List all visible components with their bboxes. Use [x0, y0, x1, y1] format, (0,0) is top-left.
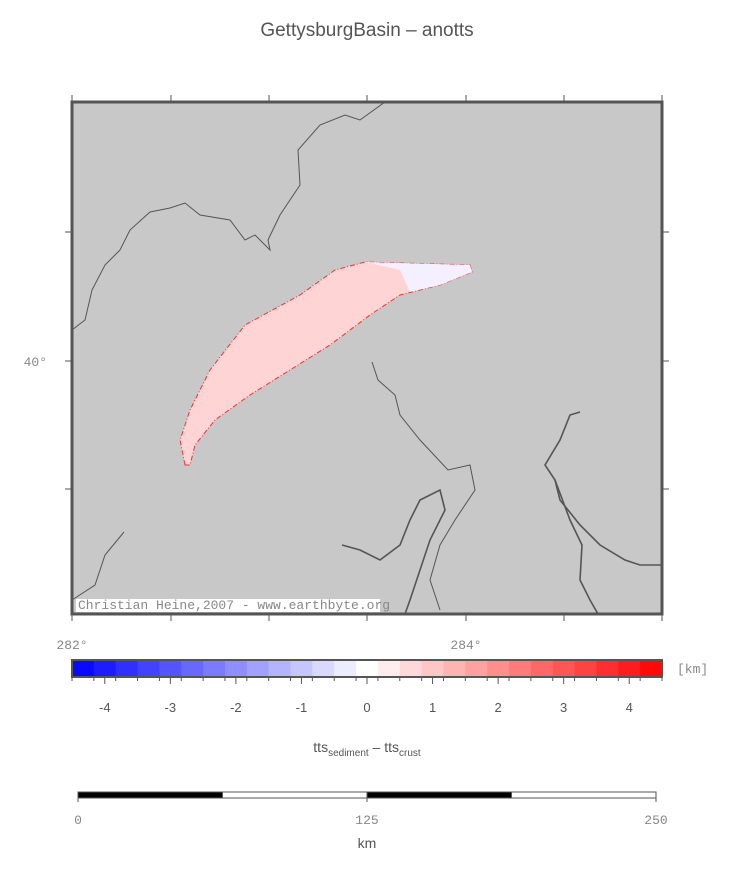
- label-part: tts: [384, 739, 399, 755]
- scalebar: 0 125 250: [74, 791, 668, 828]
- colorbar-step: [421, 660, 444, 677]
- colorbar-step: [399, 660, 423, 677]
- label-part: –: [369, 739, 385, 755]
- colorbar-step: [596, 660, 619, 677]
- label-part: tts: [313, 739, 328, 755]
- colorbar-step: [509, 660, 532, 677]
- colorbar-tick-label: 2: [494, 700, 501, 715]
- colorbar-tick-label: -2: [230, 700, 242, 715]
- scalebar-segment: [366, 791, 512, 799]
- colorbar-step: [181, 660, 204, 677]
- credit-box: [76, 599, 380, 612]
- colorbar-step: [224, 660, 248, 677]
- colorbar-step: [356, 660, 379, 677]
- scalebar-tick-label: 125: [355, 813, 378, 828]
- colorbar-tick-label: 1: [429, 700, 436, 715]
- map-area: [72, 102, 662, 614]
- colorbar-step: [334, 660, 357, 677]
- colorbar-label: ttssediment – ttscrust: [313, 739, 421, 759]
- map: Christian Heine,2007 - www.earthbyte.org…: [24, 95, 669, 653]
- colorbar-tick-label: 0: [363, 700, 370, 715]
- title: GettysburgBasin – anotts: [260, 20, 473, 41]
- colorbar-unit: [km]: [677, 662, 708, 677]
- scalebar-segment: [511, 791, 657, 799]
- colorbar-step: [377, 660, 401, 677]
- colorbar-step: [72, 660, 95, 677]
- colorbar-tick-label: -4: [99, 700, 111, 715]
- scalebar-segment: [222, 791, 368, 799]
- colorbar-tick-label: -3: [165, 700, 177, 715]
- scalebar-segment: [77, 791, 223, 799]
- colorbar-step: [137, 660, 160, 677]
- scalebar-tick-label: 0: [74, 813, 82, 828]
- scalebar-unit: km: [358, 835, 377, 851]
- x-label: 282°: [56, 638, 87, 653]
- colorbar-step: [640, 660, 663, 677]
- colorbar: -4 -3 -2 -1 0 1 2 3 4: [71, 659, 663, 715]
- colorbar-step: [574, 660, 597, 677]
- colorbar-step: [618, 660, 641, 677]
- basin-light: [365, 262, 472, 292]
- colorbar-step: [93, 660, 117, 677]
- colorbar-step: [203, 660, 226, 677]
- colorbar-step: [115, 660, 139, 677]
- scalebar-tick-label: 250: [644, 813, 667, 828]
- colorbar-step: [487, 660, 510, 677]
- colorbar-tick-label: 4: [626, 700, 633, 715]
- colorbar-step: [290, 660, 313, 677]
- colorbar-step: [465, 660, 488, 677]
- colorbar-tick-label: 3: [560, 700, 567, 715]
- y-label: 40°: [24, 355, 47, 370]
- colorbar-step: [552, 660, 576, 677]
- label-sub: crust: [399, 748, 421, 759]
- coastlines: [71, 101, 662, 615]
- label-sub: sediment: [328, 748, 369, 759]
- colorbar-step: [443, 660, 466, 677]
- credit: Christian Heine,2007 - www.earthbyte.org: [78, 598, 390, 613]
- colorbar-step: [246, 660, 270, 677]
- colorbar-step: [268, 660, 292, 677]
- colorbar-step: [159, 660, 182, 677]
- colorbar-tick-label: -1: [296, 700, 308, 715]
- colorbar-step: [530, 660, 554, 677]
- x-label: 284°: [450, 638, 481, 653]
- frame-ticks: [65, 95, 669, 621]
- colorbar-step: [312, 660, 335, 677]
